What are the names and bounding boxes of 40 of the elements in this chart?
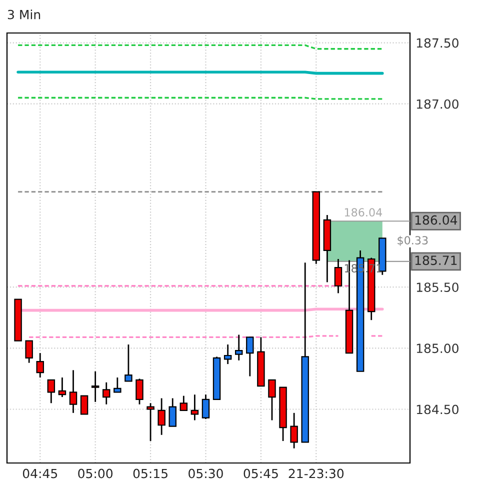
ref-line-label: 186.04 — [415, 215, 458, 225]
candlestick — [234, 334, 243, 362]
candlestick — [58, 376, 66, 398]
candlestick — [124, 344, 132, 382]
annotation: 185.71 — [344, 264, 382, 272]
chart-title: 3 Min — [8, 10, 40, 20]
x-tick-label: 05:30 — [188, 468, 223, 478]
candlestick — [80, 395, 88, 415]
candlestick — [180, 395, 188, 412]
candlestick — [268, 379, 276, 421]
candlestick — [47, 379, 56, 404]
candlestick — [202, 394, 210, 420]
ref-line-label: 185.71 — [415, 256, 457, 266]
candlestick — [158, 398, 166, 436]
x-tick-label: 05:45 — [244, 468, 278, 478]
y-tick-label: 187.00 — [416, 99, 458, 109]
y-tick-label: 187.50 — [416, 38, 458, 48]
annotation: 186.04 — [344, 208, 382, 217]
candlestick — [146, 402, 154, 442]
candlestick — [25, 340, 33, 364]
x-tick-label: 05:00 — [78, 468, 113, 478]
candlestick — [36, 352, 44, 378]
y-tick-label: 185.00 — [416, 344, 458, 354]
y-tick-label: 184.50 — [416, 404, 458, 414]
candlestick — [290, 412, 298, 450]
y-tick-label: 185.50 — [416, 282, 458, 292]
candlestick — [91, 370, 100, 403]
candlestick — [168, 398, 176, 428]
candlestick — [114, 376, 122, 393]
x-tick-label: 04:45 — [22, 468, 58, 478]
candlestick — [69, 369, 78, 414]
x-tick-label: 05:15 — [133, 468, 168, 478]
candlestick — [136, 378, 144, 406]
candlestick — [224, 344, 232, 365]
candlestick — [102, 382, 110, 406]
text: $0.33 — [398, 236, 428, 246]
candlestick — [246, 336, 254, 377]
candlestick — [190, 394, 199, 421]
x-tick-label: 21-23:30 — [288, 468, 344, 478]
candlestick — [334, 258, 342, 294]
